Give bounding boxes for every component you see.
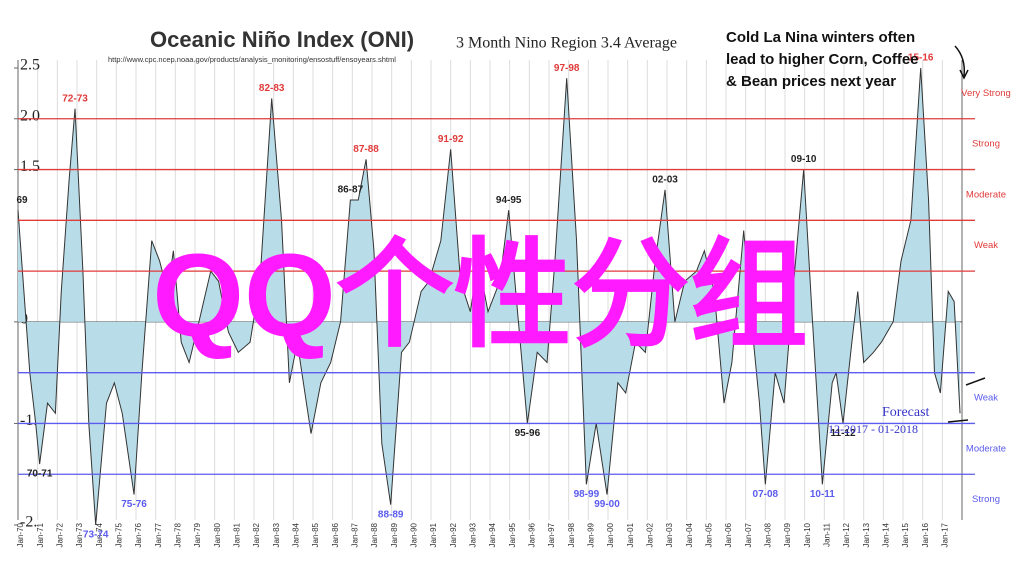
x-tick-label: Jan-93 — [468, 522, 477, 547]
peak-label: 95-96 — [515, 428, 541, 439]
area — [18, 68, 961, 525]
peak-label: 94-95 — [496, 195, 522, 206]
peak-label: 15-16 — [908, 53, 934, 64]
callout-line: lead to higher Corn, Coffee — [726, 51, 919, 68]
x-tick-label: Jan-12 — [842, 522, 851, 547]
x-tick-label: Jan-04 — [685, 522, 694, 547]
x-tick-label: Jan-09 — [783, 522, 792, 547]
peak-label: 73-74 — [83, 530, 109, 541]
peak-label: 02-03 — [652, 175, 678, 186]
x-tick-label: Jan-76 — [134, 522, 143, 547]
peak-label: 10-11 — [810, 489, 835, 500]
x-tick-label: Jan-87 — [350, 522, 359, 547]
x-tick-label: Jan-16 — [921, 522, 930, 547]
x-tick-label: Jan-14 — [881, 522, 890, 547]
x-tick-label: Jan-05 — [704, 522, 713, 547]
y-tick-label: -2. — [20, 514, 37, 531]
x-tick-label: Jan-11 — [822, 522, 831, 546]
x-tick-label: Jan-72 — [55, 522, 64, 547]
peak-label: 70-71 — [27, 469, 53, 480]
forecast-arrow — [965, 377, 986, 386]
x-tick-label: Jan-95 — [508, 522, 517, 547]
threshold-label: Very Strong — [961, 88, 1011, 99]
x-tick-label: Jan-96 — [527, 522, 536, 547]
x-tick-label: Jan-06 — [724, 522, 733, 547]
x-tick-label: Jan-10 — [803, 522, 812, 547]
peak-label: 98-99 — [574, 489, 600, 500]
callout-line: & Bean prices next year — [726, 73, 896, 90]
x-tick-label: Jan-91 — [429, 522, 438, 547]
x-tick-label: Jan-86 — [331, 522, 340, 547]
chart-subtitle: 3 Month Nino Region 3.4 Average — [456, 35, 677, 52]
forecast-label: Forecast — [882, 405, 930, 420]
x-tick-label: Jan-83 — [272, 522, 281, 547]
peak-label: 69 — [16, 195, 28, 206]
source: http://www.cpc.ncep.noaa.gov/products/an… — [108, 55, 396, 64]
y-tick-label: 2.0 — [20, 107, 40, 124]
callout-line: Cold La Nina winters often — [726, 29, 915, 46]
line — [17, 67, 961, 526]
x-tick-label: Jan-92 — [449, 522, 458, 547]
peak-label: 72-73 — [62, 93, 88, 104]
x-tick-label: Jan-90 — [409, 522, 418, 547]
peak-label: 88-89 — [378, 509, 404, 520]
x-tick-label: Jan-80 — [213, 522, 222, 547]
peak-label: 97-98 — [554, 63, 580, 74]
plot: Weak Moderate Strong Very Strong Weak Moderat… — [16, 53, 1010, 541]
x-tick-label: Jan-97 — [547, 522, 556, 547]
y-tick-label: 2.5 — [20, 57, 40, 74]
x-tick-label: Jan-79 — [193, 522, 202, 547]
x-tick-label: Jan-81 — [232, 522, 241, 547]
threshold-label: Strong — [972, 139, 1000, 150]
x-tick-label: Jan-77 — [154, 522, 163, 547]
forecast-period: 12-2017 - 01-2018 — [828, 422, 918, 436]
x-tick-label: Jan-99 — [586, 522, 595, 547]
x-tick-label: Jan-89 — [390, 522, 399, 547]
peak-label: 99-00 — [594, 499, 620, 510]
x-tick-label: Jan-07 — [744, 522, 753, 547]
x-tick-label: Jan-00 — [606, 522, 615, 547]
x-tick-label: Jan-73 — [75, 522, 84, 547]
threshold-label: Weak — [974, 240, 998, 251]
x-tick-label: Jan-17 — [940, 522, 949, 547]
y-tick-label: 1.5 — [20, 158, 40, 175]
peak-label: 07-08 — [753, 489, 779, 500]
callout-arrow — [954, 45, 966, 77]
peak-label: 82-83 — [259, 83, 285, 94]
peak-label: 91-92 — [438, 134, 464, 145]
x-tick-label: Jan-88 — [370, 522, 379, 547]
x-tick-label: Jan-71 — [36, 522, 45, 547]
peak-label: 87-88 — [353, 144, 379, 155]
x-tick-label: Jan-01 — [626, 522, 635, 547]
peak-label: 86-87 — [338, 185, 364, 196]
peak-label: 09-10 — [791, 154, 817, 165]
threshold-label: Moderate — [966, 189, 1006, 200]
threshold-label: Strong — [972, 494, 1000, 505]
peak-label: 11-12 — [831, 428, 856, 439]
x-tick-label: Jan-15 — [901, 522, 910, 547]
peak-label: 75-76 — [121, 499, 147, 510]
x-tick-label: Jan-84 — [291, 522, 300, 547]
x-tick-label: Jan-70 — [16, 522, 25, 547]
watermark: QQ个性分组 — [152, 230, 808, 362]
callout-arrow-head — [959, 69, 969, 80]
x-tick-label: Jan-74 — [95, 522, 104, 547]
x-tick-label: Jan-85 — [311, 522, 320, 547]
x-tick-label: Jan-08 — [763, 522, 772, 547]
x-tick-label: Jan-78 — [173, 522, 182, 547]
threshold-label: Weak — [974, 393, 998, 404]
x-tick-label: Jan-75 — [114, 522, 123, 547]
y-tick-label: -1. — [20, 412, 37, 429]
forecast-arrow — [947, 419, 969, 423]
x-tick-label: Jan-82 — [252, 522, 261, 547]
x-tick-label: Jan-13 — [862, 522, 871, 547]
chart-title: Oceanic Niño Index (ONI) — [150, 27, 414, 52]
x-tick-label: Jan-98 — [567, 522, 576, 547]
threshold-label: Moderate — [966, 443, 1006, 454]
x-tick-label: Jan-03 — [665, 522, 674, 547]
x-tick-label: Jan-02 — [645, 522, 654, 547]
x-tick-label: Jan-94 — [488, 522, 497, 547]
